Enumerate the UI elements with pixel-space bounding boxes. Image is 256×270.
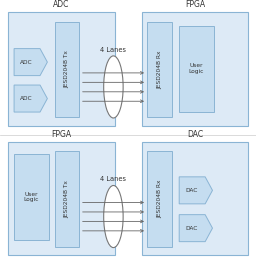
- Polygon shape: [179, 215, 212, 242]
- Bar: [55, 22, 79, 117]
- Text: 4 Lanes: 4 Lanes: [100, 47, 126, 53]
- Bar: [142, 12, 248, 126]
- Bar: [179, 26, 214, 112]
- Bar: [8, 12, 115, 126]
- Bar: [142, 142, 248, 255]
- Text: JESD204B Tx: JESD204B Tx: [65, 50, 70, 89]
- Ellipse shape: [104, 185, 123, 248]
- Polygon shape: [14, 85, 47, 112]
- Bar: [55, 151, 79, 247]
- Text: DAC: DAC: [187, 130, 203, 139]
- Text: ADC: ADC: [53, 0, 70, 9]
- Text: ADC: ADC: [20, 96, 33, 101]
- Text: User
Logic: User Logic: [189, 63, 204, 74]
- Text: FPGA: FPGA: [51, 130, 71, 139]
- Ellipse shape: [104, 56, 123, 118]
- Text: DAC: DAC: [186, 226, 198, 231]
- Text: FPGA: FPGA: [185, 0, 205, 9]
- Text: DAC: DAC: [186, 188, 198, 193]
- Bar: [8, 142, 115, 255]
- Text: JESD204B Rx: JESD204B Rx: [157, 180, 162, 218]
- Bar: [14, 154, 49, 240]
- Bar: [147, 22, 172, 117]
- Text: JESD204B Rx: JESD204B Rx: [157, 50, 162, 89]
- Text: User
Logic: User Logic: [24, 192, 39, 202]
- Text: 4 Lanes: 4 Lanes: [100, 176, 126, 182]
- Polygon shape: [14, 49, 47, 76]
- Polygon shape: [179, 177, 212, 204]
- Text: ADC: ADC: [20, 60, 33, 65]
- Bar: [147, 151, 172, 247]
- Text: JESD204B Tx: JESD204B Tx: [65, 180, 70, 218]
